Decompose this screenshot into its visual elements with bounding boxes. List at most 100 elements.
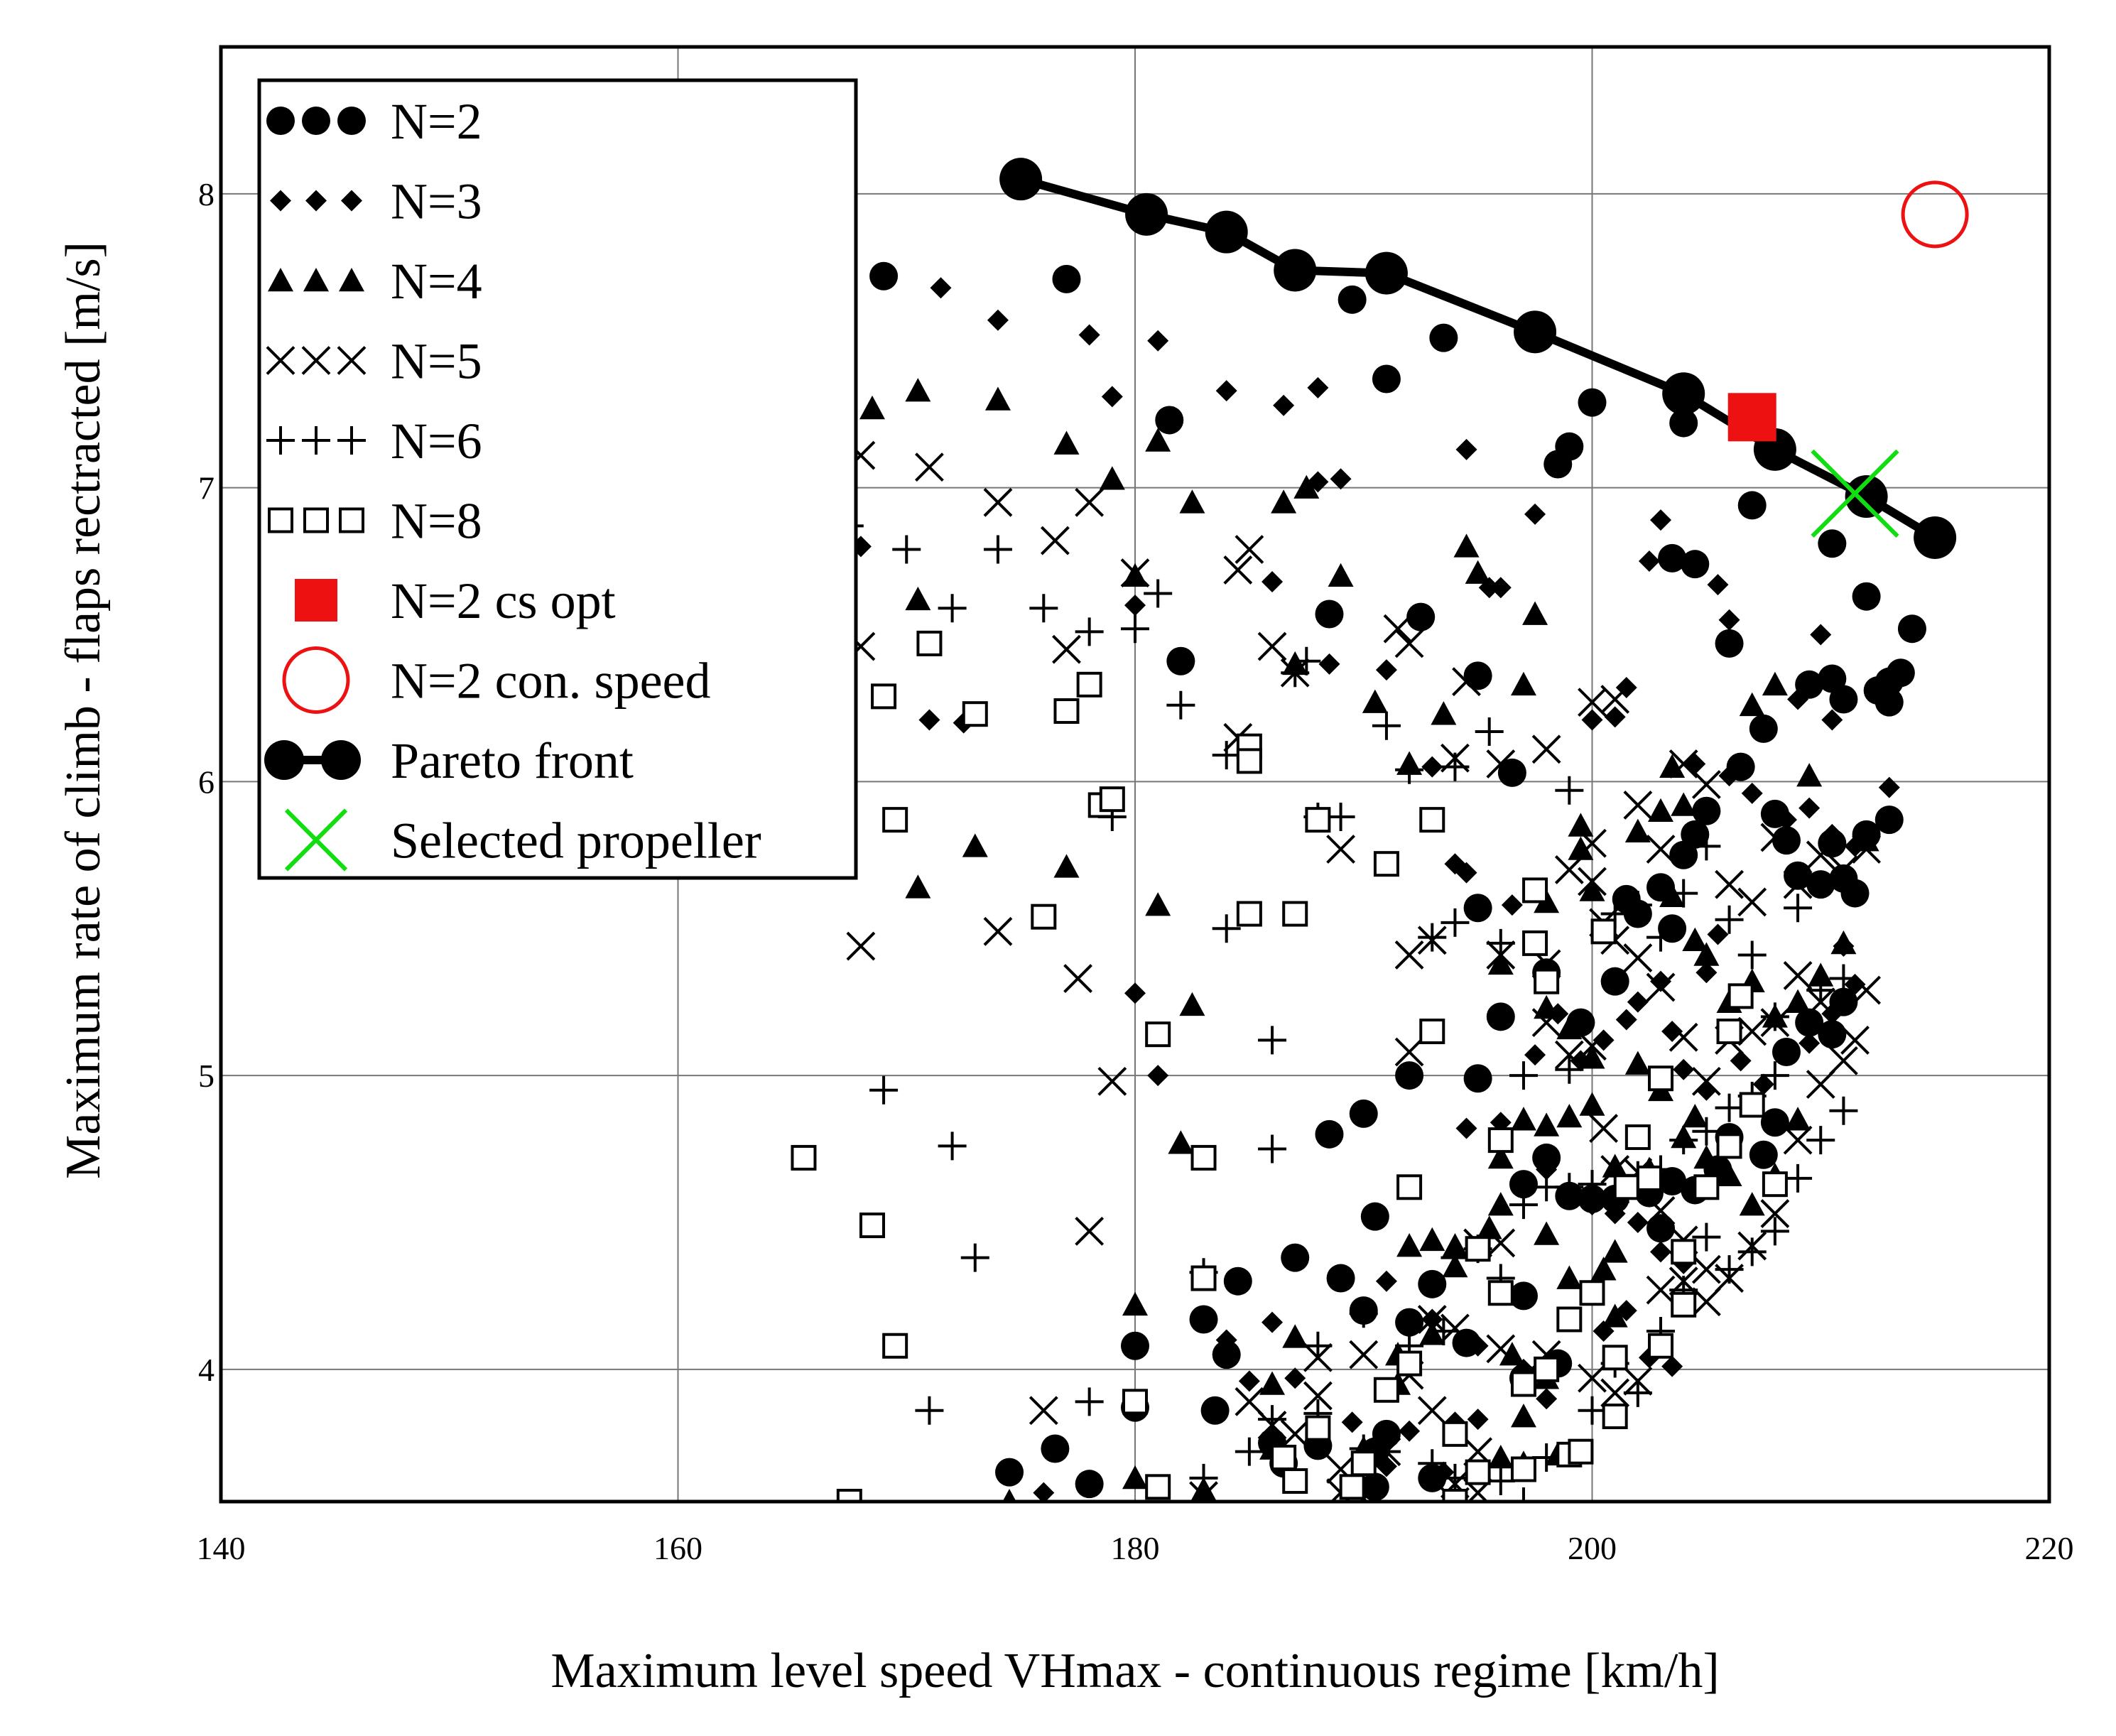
data-point (1455, 438, 1477, 460)
data-point (1531, 734, 1561, 764)
legend-pareto-point (321, 740, 361, 780)
data-point (1578, 1170, 1607, 1199)
data-point (1536, 1159, 1558, 1181)
data-point (1360, 1202, 1389, 1231)
y-tick-label: 4 (198, 1352, 215, 1388)
data-point (1715, 905, 1744, 934)
legend-label: Selected propeller (391, 813, 761, 869)
data-point (1638, 550, 1660, 573)
data-point (1033, 1482, 1055, 1502)
data-point (1531, 1008, 1561, 1038)
legend-symbol (303, 507, 329, 533)
data-point (1623, 943, 1653, 973)
data-point (983, 916, 1013, 946)
data-point (1556, 1306, 1583, 1333)
data-point (1509, 1190, 1538, 1220)
legend-label: N=8 (391, 493, 482, 550)
data-point (1486, 1228, 1516, 1258)
data-point (1627, 991, 1649, 1013)
data-point (1029, 1396, 1058, 1426)
legend-symbol (337, 346, 367, 375)
data-point (1075, 1387, 1104, 1416)
data-point (1646, 1214, 1676, 1243)
data-point (1669, 1126, 1698, 1155)
legend-symbol (268, 268, 293, 292)
data-point (1349, 1340, 1379, 1369)
data-point (1739, 1092, 1765, 1118)
data-point (1534, 968, 1560, 994)
data-point (1440, 908, 1470, 937)
data-point (1440, 1313, 1470, 1343)
data-point (1808, 962, 1834, 987)
data-point (1509, 1061, 1538, 1090)
data-point (1556, 1015, 1583, 1040)
data-point (1760, 1217, 1789, 1246)
legend-label: N=2 (391, 93, 482, 150)
data-point (1681, 820, 1710, 849)
data-point (1524, 1044, 1546, 1066)
data-point (1179, 489, 1205, 514)
data-point (1715, 1255, 1744, 1284)
data-point (1821, 823, 1843, 845)
data-point (1486, 749, 1516, 779)
data-point (1235, 1387, 1264, 1416)
data-point (1145, 1021, 1171, 1048)
data-point (1284, 1367, 1306, 1389)
data-point (1373, 851, 1399, 877)
data-point (1395, 755, 1424, 784)
legend-item: N=2 con. speed (282, 646, 711, 714)
series-n5 (846, 440, 1882, 1502)
data-point (1775, 809, 1797, 831)
data-point (1463, 1064, 1492, 1093)
data-point (1623, 891, 1652, 920)
data-point (1602, 1239, 1628, 1263)
data-point (1486, 928, 1515, 957)
data-point (1497, 758, 1526, 787)
data-point (1785, 1107, 1811, 1131)
data-point (1840, 879, 1870, 908)
data-point (1190, 1144, 1217, 1171)
data-point (1166, 646, 1195, 676)
data-point (1271, 489, 1297, 514)
data-point (1075, 617, 1104, 646)
data-point (1646, 1275, 1676, 1305)
data-point (1829, 855, 1858, 884)
data-point (915, 452, 944, 482)
data-point (882, 807, 908, 833)
data-point (1581, 1194, 1603, 1216)
data-point (1532, 1443, 1561, 1472)
data-point (1509, 1487, 1538, 1502)
series-n3 (850, 277, 1900, 1502)
data-point (1212, 741, 1241, 770)
data-point (1002, 1489, 1016, 1502)
y-tick-label: 8 (198, 176, 215, 212)
data-point (1075, 487, 1105, 517)
data-point (905, 586, 931, 611)
data-point (1624, 1051, 1651, 1075)
data-point (1681, 550, 1710, 579)
x-axis-title: Maximum level speed VHmax - continuous r… (550, 1644, 1719, 1698)
data-point (1806, 1070, 1835, 1099)
data-point (1810, 624, 1832, 646)
data-point (1578, 388, 1607, 417)
data-point (1075, 1470, 1104, 1499)
data-point (1419, 807, 1445, 833)
data-point (1602, 1303, 1628, 1328)
data-point (1147, 330, 1169, 352)
data-point (1486, 1334, 1516, 1364)
data-point (1273, 394, 1295, 416)
data-point (1338, 285, 1367, 314)
data-point (1396, 1233, 1423, 1257)
data-point (1669, 749, 1698, 779)
data-point (1467, 1409, 1489, 1431)
data-point (871, 683, 897, 710)
data-point (869, 261, 899, 291)
data-point (1145, 892, 1171, 916)
data-point (1236, 748, 1262, 774)
data-point (1476, 1215, 1502, 1239)
data-point (1238, 1370, 1260, 1392)
data-point (1179, 992, 1205, 1016)
data-point (1554, 1040, 1584, 1070)
data-point (1579, 1280, 1605, 1306)
data-point (1818, 529, 1847, 558)
